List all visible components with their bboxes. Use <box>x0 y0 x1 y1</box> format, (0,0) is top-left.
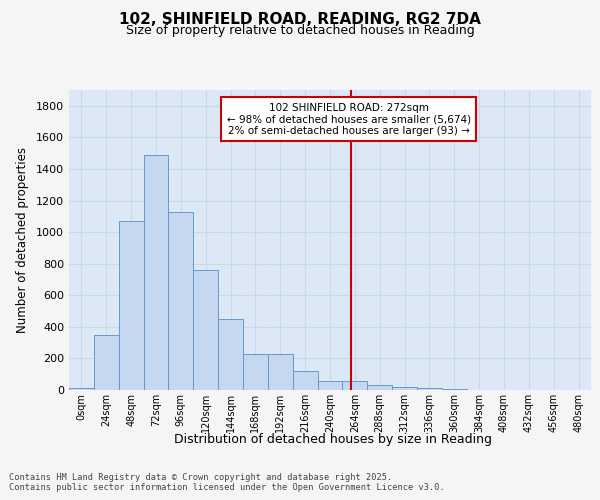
Text: 102, SHINFIELD ROAD, READING, RG2 7DA: 102, SHINFIELD ROAD, READING, RG2 7DA <box>119 12 481 28</box>
Bar <box>218 319 243 390</box>
Text: Contains HM Land Registry data © Crown copyright and database right 2025.: Contains HM Land Registry data © Crown c… <box>9 472 392 482</box>
Text: Distribution of detached houses by size in Reading: Distribution of detached houses by size … <box>174 432 492 446</box>
Text: 102 SHINFIELD ROAD: 272sqm
← 98% of detached houses are smaller (5,674)
2% of se: 102 SHINFIELD ROAD: 272sqm ← 98% of deta… <box>227 102 471 136</box>
Y-axis label: Number of detached properties: Number of detached properties <box>16 147 29 333</box>
Bar <box>293 371 317 390</box>
Text: Contains public sector information licensed under the Open Government Licence v3: Contains public sector information licen… <box>9 484 445 492</box>
Bar <box>119 221 143 390</box>
Bar <box>193 270 218 390</box>
Bar <box>367 386 392 390</box>
Bar <box>417 388 442 390</box>
Bar <box>317 380 343 390</box>
Bar <box>69 388 94 390</box>
Bar <box>169 212 193 390</box>
Bar <box>243 354 268 390</box>
Text: Size of property relative to detached houses in Reading: Size of property relative to detached ho… <box>125 24 475 37</box>
Bar <box>343 380 367 390</box>
Bar <box>442 388 467 390</box>
Bar <box>143 154 169 390</box>
Bar <box>392 387 417 390</box>
Bar <box>94 334 119 390</box>
Bar <box>268 354 293 390</box>
